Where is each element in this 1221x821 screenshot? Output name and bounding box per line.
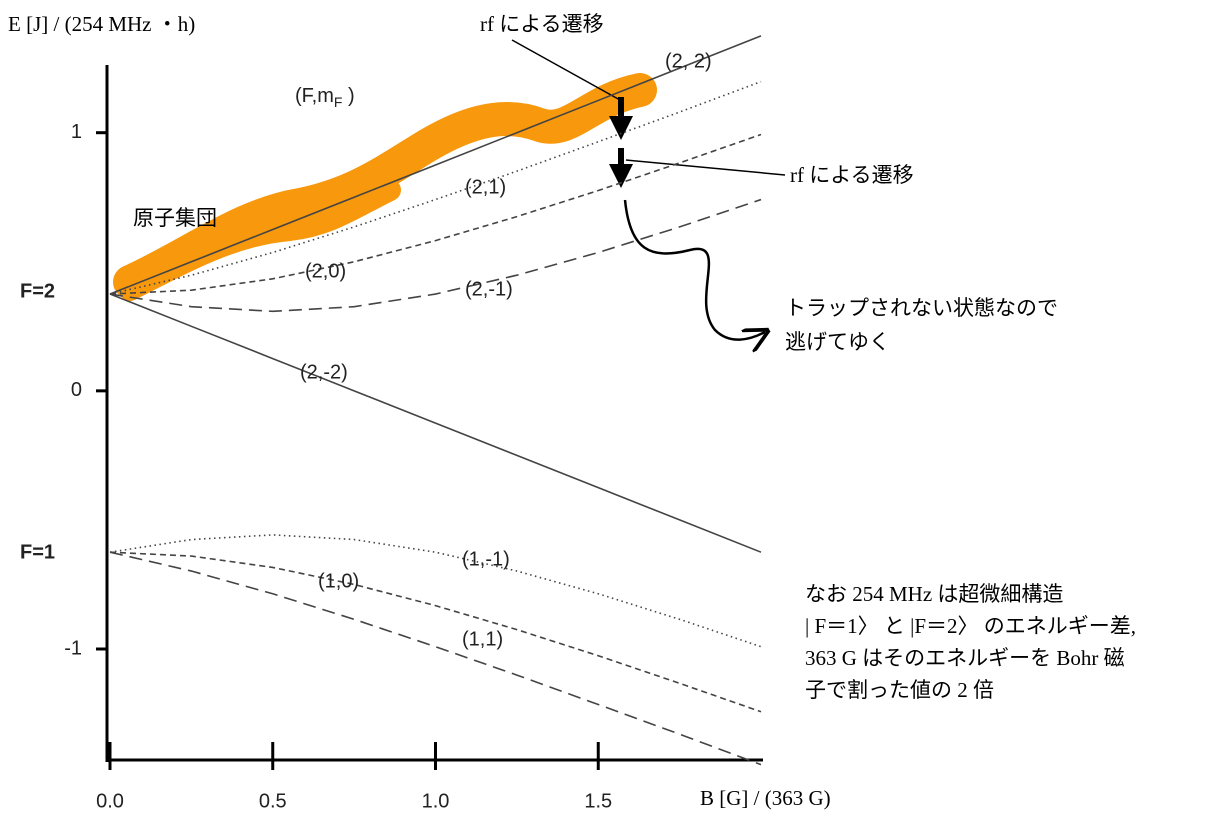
series-label: (2,0) [305,260,346,282]
series-label: (1,-1) [462,548,510,570]
level-label: F=1 [20,541,55,563]
x-tick-label: 1.5 [584,790,612,812]
legend-title: F [334,94,343,110]
x-tick-label: 0.0 [96,790,124,812]
series-line [110,36,761,294]
x-tick-label: 0.5 [259,790,287,812]
x-axis-label: B [G] / (363 G) [700,786,831,810]
y-tick-label: -1 [64,637,82,659]
legend-title: ) [342,85,354,107]
note: なお 254 MHz は超微細構造 [805,582,1063,606]
series-label: (2,-2) [300,361,348,383]
escape-arrow [625,200,765,340]
annotation: rf による遷移 [790,163,914,187]
note: 子で割った値の 2 倍 [805,678,994,702]
series-label: (2,1) [465,176,506,198]
note: | F＝1〉 と |F＝2〉 のエネルギー差, [805,614,1136,638]
chart: E [J] / (254 MHz ・h) B [G] / (363 G) (F,… [0,0,1221,821]
legend-title: (F,m [295,85,334,107]
annotation: トラップされない状態なので [785,296,1058,320]
y-tick-label: 1 [71,121,82,143]
series-line [110,535,761,647]
series-label: (1,0) [318,570,359,592]
y-tick-label: 0 [71,379,82,401]
annotation: 逃げてゆく [785,330,890,354]
note: 363 G はそのエネルギーを Bohr 磁 [805,646,1125,670]
y-axis-label: E [J] / (254 MHz ・h) [8,12,195,36]
series-line [110,552,761,764]
series-label: (2,-1) [465,278,513,300]
series-label: (1,1) [462,628,503,650]
annotation: 原子集団 [133,206,217,230]
annotation: rf による遷移 [480,12,604,36]
x-tick-label: 1.0 [422,790,450,812]
series-label: (2, 2) [665,50,712,72]
series-line [110,294,761,552]
callout-line [512,40,620,100]
legend-title: (F,mF ) [295,85,355,109]
level-label: F=2 [20,280,55,302]
